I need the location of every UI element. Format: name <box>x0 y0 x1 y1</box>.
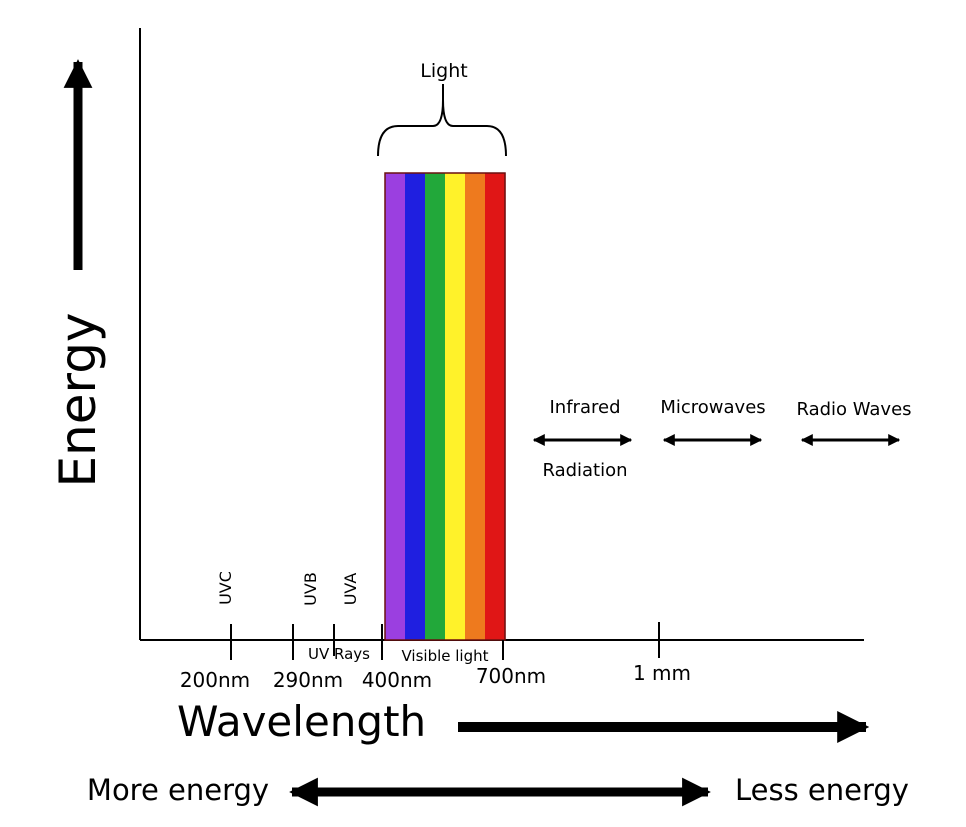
visible-spectrum-outline <box>384 172 506 641</box>
infrared-label-line1: Infrared <box>550 397 621 418</box>
microwaves-label: Microwaves <box>660 397 765 418</box>
uv-rays-label: UV Rays <box>308 645 370 663</box>
radio-waves-label: Radio Waves <box>796 399 911 420</box>
visible-band-4 <box>445 173 466 640</box>
visible-band-6 <box>485 173 506 640</box>
tick-label-1mm: 1 mm <box>633 661 691 685</box>
tick-label-200nm: 200nm <box>180 668 250 692</box>
visible-band-3 <box>425 173 446 640</box>
uvb-label: UVB <box>301 572 320 606</box>
more-energy-label: More energy <box>87 773 269 807</box>
visible-spectrum-bands <box>385 173 506 640</box>
uvc-label: UVC <box>216 571 235 605</box>
visible-band-1 <box>385 173 406 640</box>
tick-label-290nm: 290nm <box>273 668 343 692</box>
visible-band-5 <box>465 173 486 640</box>
infrared-label-line2: Radiation <box>542 460 627 481</box>
less-energy-label: Less energy <box>735 773 909 807</box>
visible-light-label: Visible light <box>401 647 488 665</box>
light-label: Light <box>420 60 467 82</box>
uva-label: UVA <box>341 573 360 606</box>
tick-label-700nm: 700nm <box>476 664 546 688</box>
energy-axis-label: Energy <box>49 312 107 487</box>
visible-band-2 <box>405 173 426 640</box>
tick-label-400nm: 400nm <box>362 668 432 692</box>
light-brace <box>377 99 507 157</box>
wavelength-axis-label: Wavelength <box>177 697 426 746</box>
